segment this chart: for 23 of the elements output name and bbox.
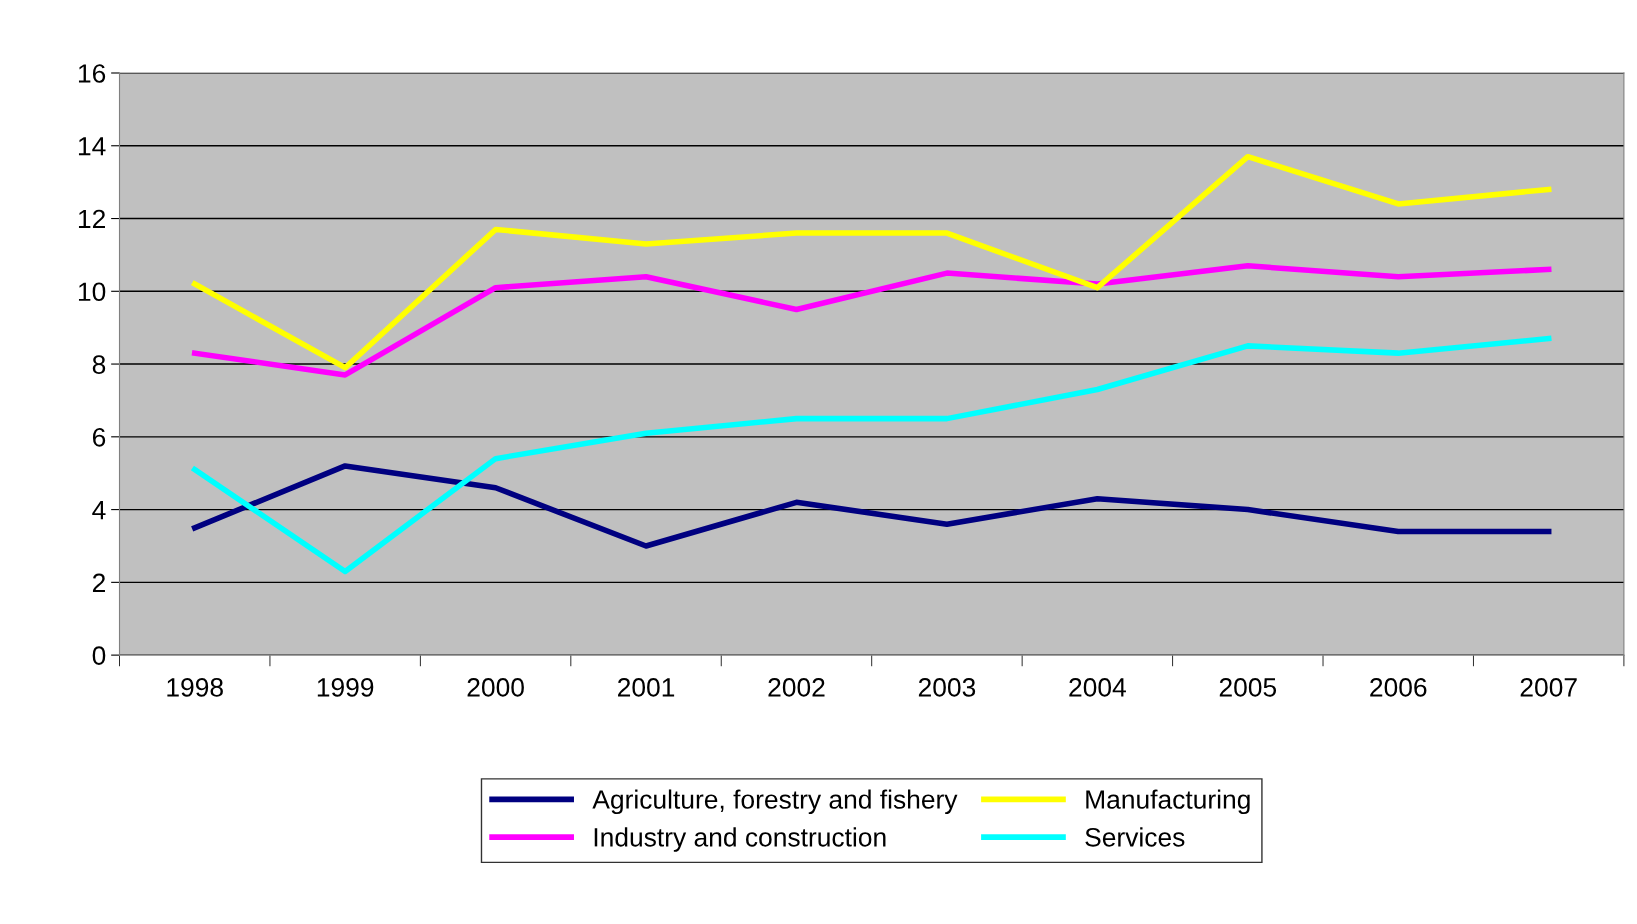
y-tick-label: 14 — [78, 137, 106, 156]
x-tick-label: 2003 — [918, 678, 976, 697]
legend-label: Industry and construction — [594, 827, 886, 852]
x-tick-label: 1998 — [167, 678, 223, 697]
x-tick-label: 2006 — [1370, 678, 1427, 697]
x-tick-label: 2005 — [1219, 678, 1277, 697]
y-tick-label: 6 — [92, 427, 106, 447]
y-tick-label: 12 — [78, 209, 105, 229]
legend-label: Manufacturing — [1086, 789, 1250, 815]
legend-label: Services — [1085, 827, 1185, 847]
x-tick-label: 2004 — [1069, 678, 1126, 697]
y-tick-label: 4 — [92, 500, 106, 520]
x-tick-label: 1999 — [317, 678, 374, 697]
x-tick-label: 2002 — [768, 678, 825, 697]
y-tick-label: 2 — [92, 573, 105, 592]
x-tick-label: 2007 — [1520, 678, 1577, 697]
x-tick-label: 2001 — [618, 678, 675, 697]
legend-label: Agriculture, forestry and fishery — [592, 789, 958, 815]
x-tick-label: 2000 — [467, 678, 524, 697]
y-tick-label: 10 — [78, 282, 106, 302]
y-tick-label: 8 — [92, 355, 106, 374]
y-tick-label: 16 — [78, 64, 106, 83]
y-tick-label: 0 — [92, 646, 106, 665]
